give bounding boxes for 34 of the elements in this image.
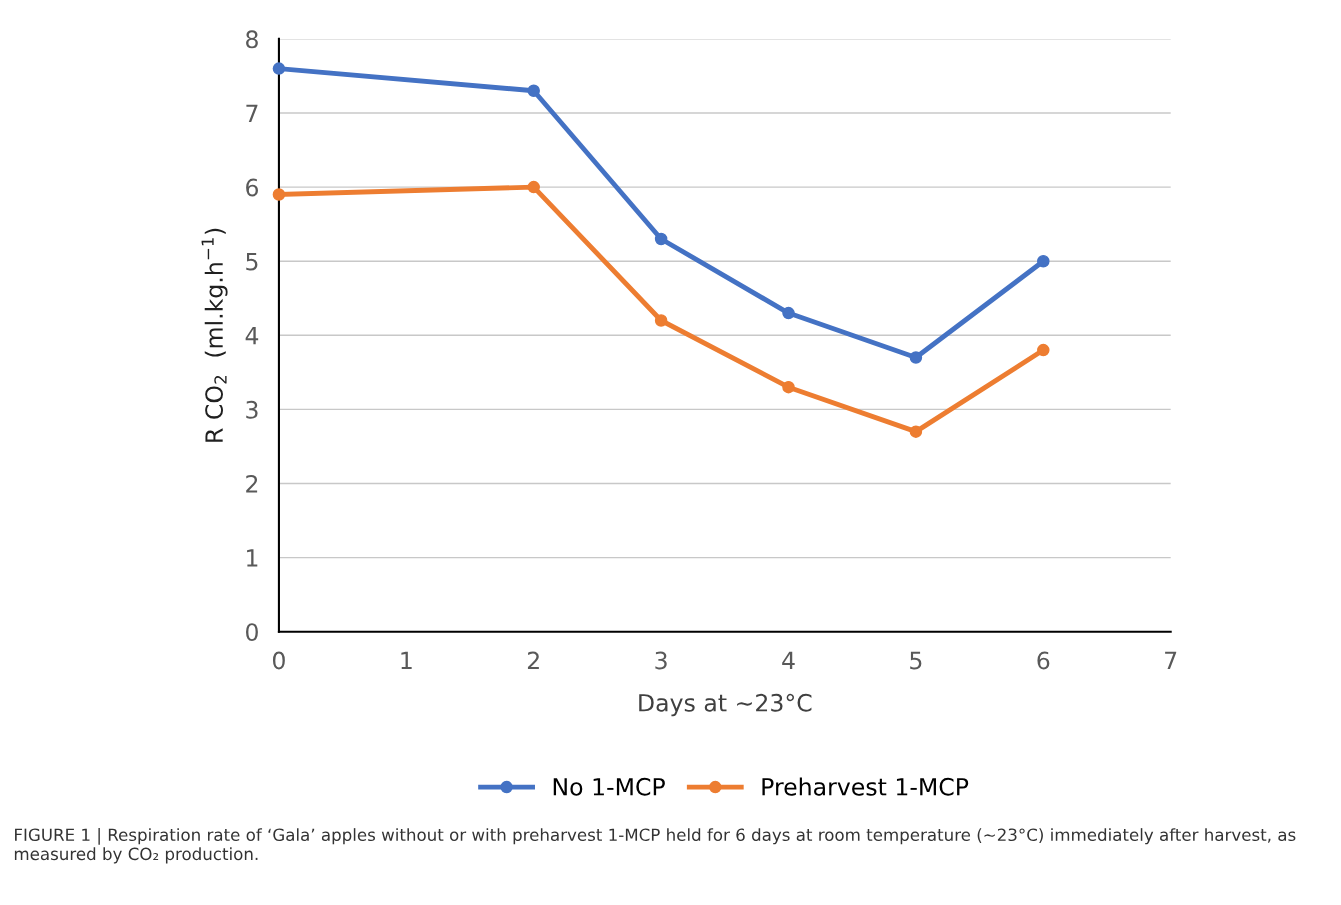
y-tick-label: 3 (246, 400, 258, 419)
x-tick-label: 2 (527, 651, 539, 670)
y-tick-label: 5 (246, 252, 258, 271)
point (1037, 254, 1050, 268)
legend-label: No 1-MCP (553, 777, 665, 796)
y-tick-label: 0 (246, 623, 258, 641)
point (782, 380, 795, 394)
y-axis-title: R CO$_{2}$ (ml.kg.h$^{−1}$) (201, 228, 228, 442)
y-tick-label: 7 (246, 104, 258, 122)
x-tick-label: 5 (910, 651, 922, 670)
x-axis-title: Days at ~23°C (639, 693, 812, 717)
x-tick-label: 0 (272, 651, 285, 670)
y-tick-label: 1 (247, 549, 258, 567)
point (654, 314, 668, 327)
point (1037, 343, 1050, 357)
point (527, 180, 540, 194)
x-tick-label: 3 (655, 651, 667, 670)
legend-label: Preharvest 1-MCP (762, 777, 969, 796)
point (909, 351, 923, 364)
point (909, 425, 923, 438)
y-tick-label: 6 (246, 178, 258, 197)
x-tick-label: 7 (1165, 651, 1177, 670)
x-tick-label: 4 (782, 651, 795, 670)
point (527, 84, 540, 98)
x-tick-label: 6 (1037, 651, 1050, 670)
point (654, 232, 668, 246)
y-tick-label: 4 (245, 327, 259, 345)
y-tick-label: 8 (246, 30, 258, 49)
point (272, 62, 286, 75)
point (272, 188, 286, 201)
point (782, 306, 795, 320)
caption: FIGURE 1 | Respiration rate of ‘Gala’ apples without or with preharvest 1-MCP held for 6 days at room temperature (~23°C) immediately after harvest, as measured by CO₂ production. (14, 828, 1296, 864)
y-tick-label: 2 (246, 474, 258, 493)
x-tick-label: 1 (401, 651, 412, 670)
